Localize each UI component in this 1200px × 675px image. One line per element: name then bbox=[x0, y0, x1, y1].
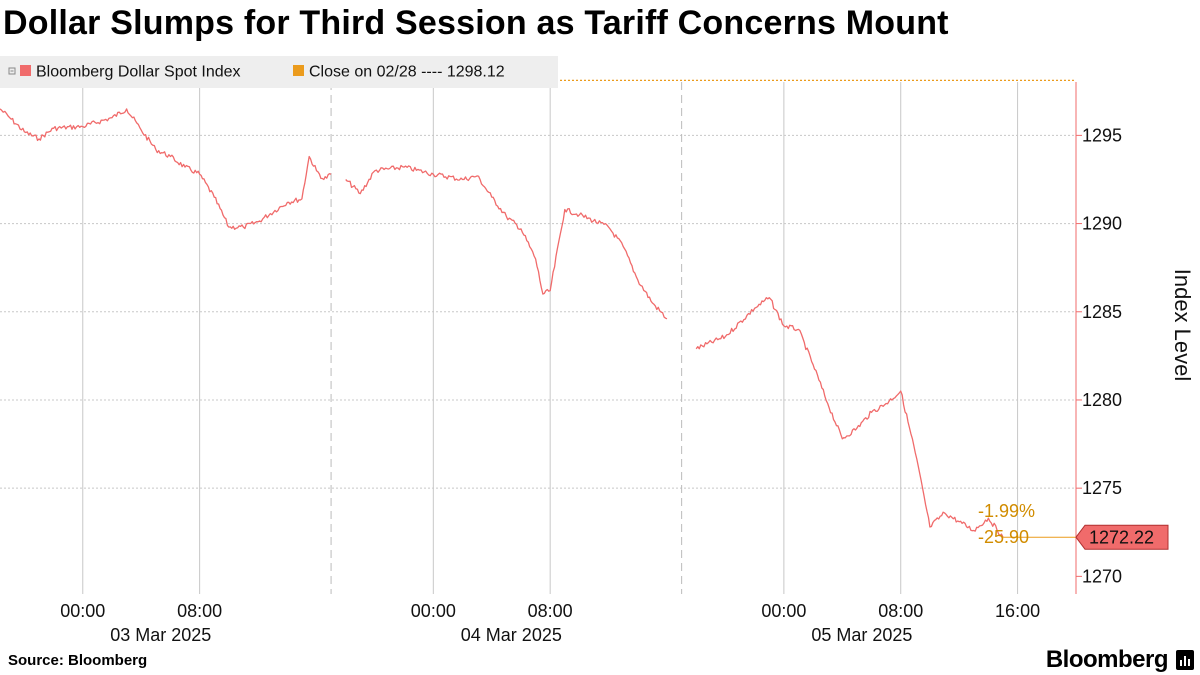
bloomberg-logo: Bloomberg bbox=[1045, 646, 1169, 673]
y-tick-label: 1275 bbox=[1082, 478, 1122, 498]
x-tick-label: 16:00 bbox=[995, 601, 1040, 621]
source-note: Source: Bloomberg bbox=[8, 652, 148, 669]
x-date-label: 03 Mar 2025 bbox=[110, 625, 211, 645]
y-tick-label: 1290 bbox=[1082, 214, 1122, 234]
series-line bbox=[0, 108, 1004, 538]
bloomberg-terminal-icon bbox=[1176, 650, 1194, 670]
x-tick-label: 00:00 bbox=[761, 601, 806, 621]
y-axis: 1270 1275 1280 1285 1290 1295 bbox=[1076, 125, 1122, 586]
legend-swatch-close bbox=[293, 65, 304, 76]
legend-label-close: Close on 02/28 ---- 1298.12 bbox=[309, 64, 505, 81]
chart-title: Dollar Slumps for Third Session as Tarif… bbox=[3, 4, 949, 42]
y-tick-label: 1285 bbox=[1082, 302, 1122, 322]
last-value-label: 1272.22 bbox=[1089, 528, 1154, 548]
change-percent: -1.99% bbox=[978, 501, 1035, 521]
legend[interactable]: Bloomberg Dollar Spot Index Close on 02/… bbox=[8, 64, 505, 81]
y-tick-label: 1280 bbox=[1082, 390, 1122, 410]
legend-background bbox=[0, 56, 558, 88]
legend-toggle-icon[interactable] bbox=[8, 67, 16, 75]
session-breaks bbox=[330, 82, 683, 594]
y-axis-label: Index Level bbox=[1170, 269, 1195, 382]
x-date-label: 05 Mar 2025 bbox=[811, 625, 912, 645]
y-tick-label: 1295 bbox=[1082, 125, 1122, 145]
x-tick-label: 08:00 bbox=[177, 601, 222, 621]
last-value-tag bbox=[1075, 524, 1169, 550]
legend-swatch-index bbox=[20, 65, 31, 76]
change-points: -25.90 bbox=[978, 527, 1029, 547]
grid bbox=[0, 82, 1076, 594]
x-tick-label: 08:00 bbox=[528, 601, 573, 621]
x-tick-label: 00:00 bbox=[60, 601, 105, 621]
x-date-label: 04 Mar 2025 bbox=[461, 625, 562, 645]
x-tick-label: 00:00 bbox=[411, 601, 456, 621]
x-tick-label: 08:00 bbox=[878, 601, 923, 621]
legend-label-index: Bloomberg Dollar Spot Index bbox=[36, 64, 241, 81]
y-tick-label: 1270 bbox=[1082, 566, 1122, 586]
